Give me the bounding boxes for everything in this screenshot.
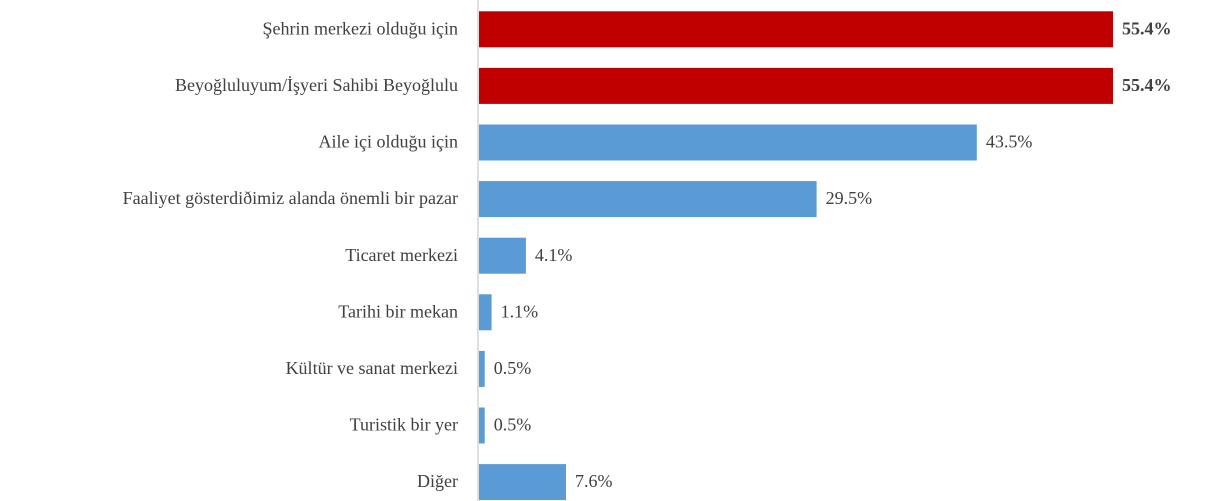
category-label: Şehrin merkezi olduğu için [263, 18, 458, 38]
category-label: Ticaret merkezi [345, 245, 458, 265]
value-label: 29.5% [826, 188, 873, 208]
category-label: Kültür ve sanat merkezi [286, 358, 458, 378]
value-label: 4.1% [535, 245, 573, 265]
value-label: 43.5% [986, 132, 1033, 152]
bar [479, 237, 526, 274]
category-label: Turistik bir yer [350, 415, 458, 435]
bar [479, 124, 977, 161]
category-label: Tarihi bir mekan [338, 301, 458, 321]
category-label: Aile içi olduğu için [319, 132, 458, 152]
bar [479, 294, 492, 331]
value-label: 0.5% [494, 358, 532, 378]
category-label: Faaliyet gösterdiðimiz alanda önemli bir… [123, 188, 458, 208]
bar [479, 407, 485, 444]
value-label: 1.1% [501, 301, 539, 321]
bar [479, 11, 1113, 48]
value-label: 0.5% [494, 415, 532, 435]
value-label: 7.6% [575, 471, 613, 491]
value-label: 55.4% [1122, 75, 1172, 95]
bar [479, 67, 1113, 104]
category-label: Diğer [417, 471, 458, 491]
bar [479, 464, 566, 501]
bar [479, 350, 485, 387]
category-label: Beyoğluluyum/İşyeri Sahibi Beyoğlulu [175, 75, 458, 95]
value-label: 55.4% [1122, 18, 1172, 38]
bar [479, 181, 817, 218]
